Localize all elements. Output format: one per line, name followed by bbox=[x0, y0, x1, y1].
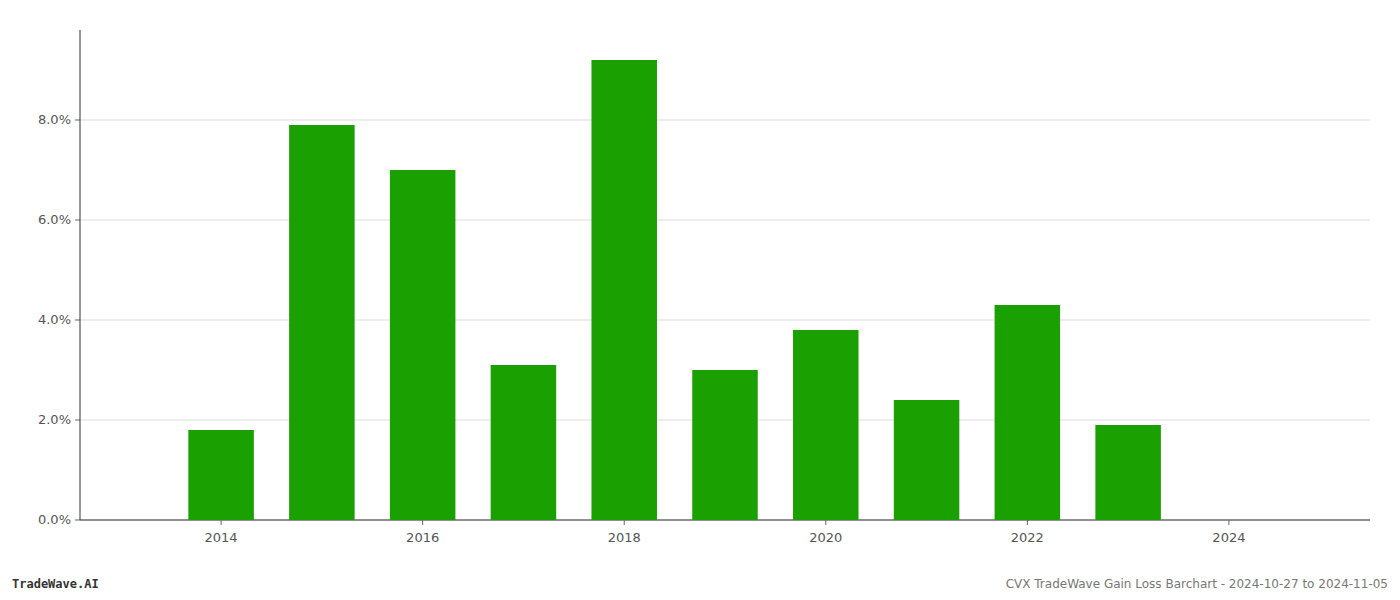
y-tick-label: 8.0% bbox=[38, 112, 71, 127]
footer-right: CVX TradeWave Gain Loss Barchart - 2024-… bbox=[1006, 577, 1388, 591]
bar bbox=[1095, 425, 1161, 520]
bar bbox=[188, 430, 254, 520]
grid-line bbox=[80, 320, 1370, 321]
x-tick bbox=[624, 520, 625, 525]
x-tick bbox=[1228, 520, 1229, 525]
grid-line bbox=[80, 220, 1370, 221]
bars bbox=[188, 60, 1161, 520]
x-tick bbox=[1027, 520, 1028, 525]
x-tick-label: 2022 bbox=[1011, 530, 1044, 545]
bar bbox=[289, 125, 355, 520]
bar bbox=[491, 365, 557, 520]
x-tick bbox=[825, 520, 826, 525]
y-tick bbox=[75, 120, 80, 121]
y-tick bbox=[75, 420, 80, 421]
y-tick bbox=[75, 320, 80, 321]
x-tick-label: 2014 bbox=[205, 530, 238, 545]
bar bbox=[793, 330, 859, 520]
bar bbox=[995, 305, 1061, 520]
footer-left: TradeWave.AI bbox=[12, 577, 99, 591]
y-tick bbox=[75, 220, 80, 221]
y-tick bbox=[75, 520, 80, 521]
background bbox=[0, 0, 1400, 600]
bar bbox=[692, 370, 758, 520]
axes: 0.0% 2.0% 4.0% 6.0% 8.0% 2014 2016 2018 2020 2022… bbox=[38, 30, 1370, 545]
chart: 0.0% 2.0% 4.0% 6.0% 8.0% 2014 2016 2018 2020 2022… bbox=[0, 0, 1400, 600]
x-tick-label: 2018 bbox=[608, 530, 641, 545]
x-tick bbox=[221, 520, 222, 525]
x-tick bbox=[422, 520, 423, 525]
grid bbox=[80, 120, 1370, 520]
y-tick-label: 6.0% bbox=[38, 212, 71, 227]
bar bbox=[591, 60, 657, 520]
y-axis-line bbox=[80, 30, 81, 520]
bar bbox=[390, 170, 456, 520]
x-tick-label: 2016 bbox=[406, 530, 439, 545]
grid-line bbox=[80, 120, 1370, 121]
y-tick-label: 4.0% bbox=[38, 312, 71, 327]
y-tick-label: 2.0% bbox=[38, 412, 71, 427]
bar bbox=[894, 400, 960, 520]
y-tick-label: 0.0% bbox=[38, 512, 71, 527]
x-tick-label: 2024 bbox=[1212, 530, 1245, 545]
x-tick-label: 2020 bbox=[809, 530, 842, 545]
